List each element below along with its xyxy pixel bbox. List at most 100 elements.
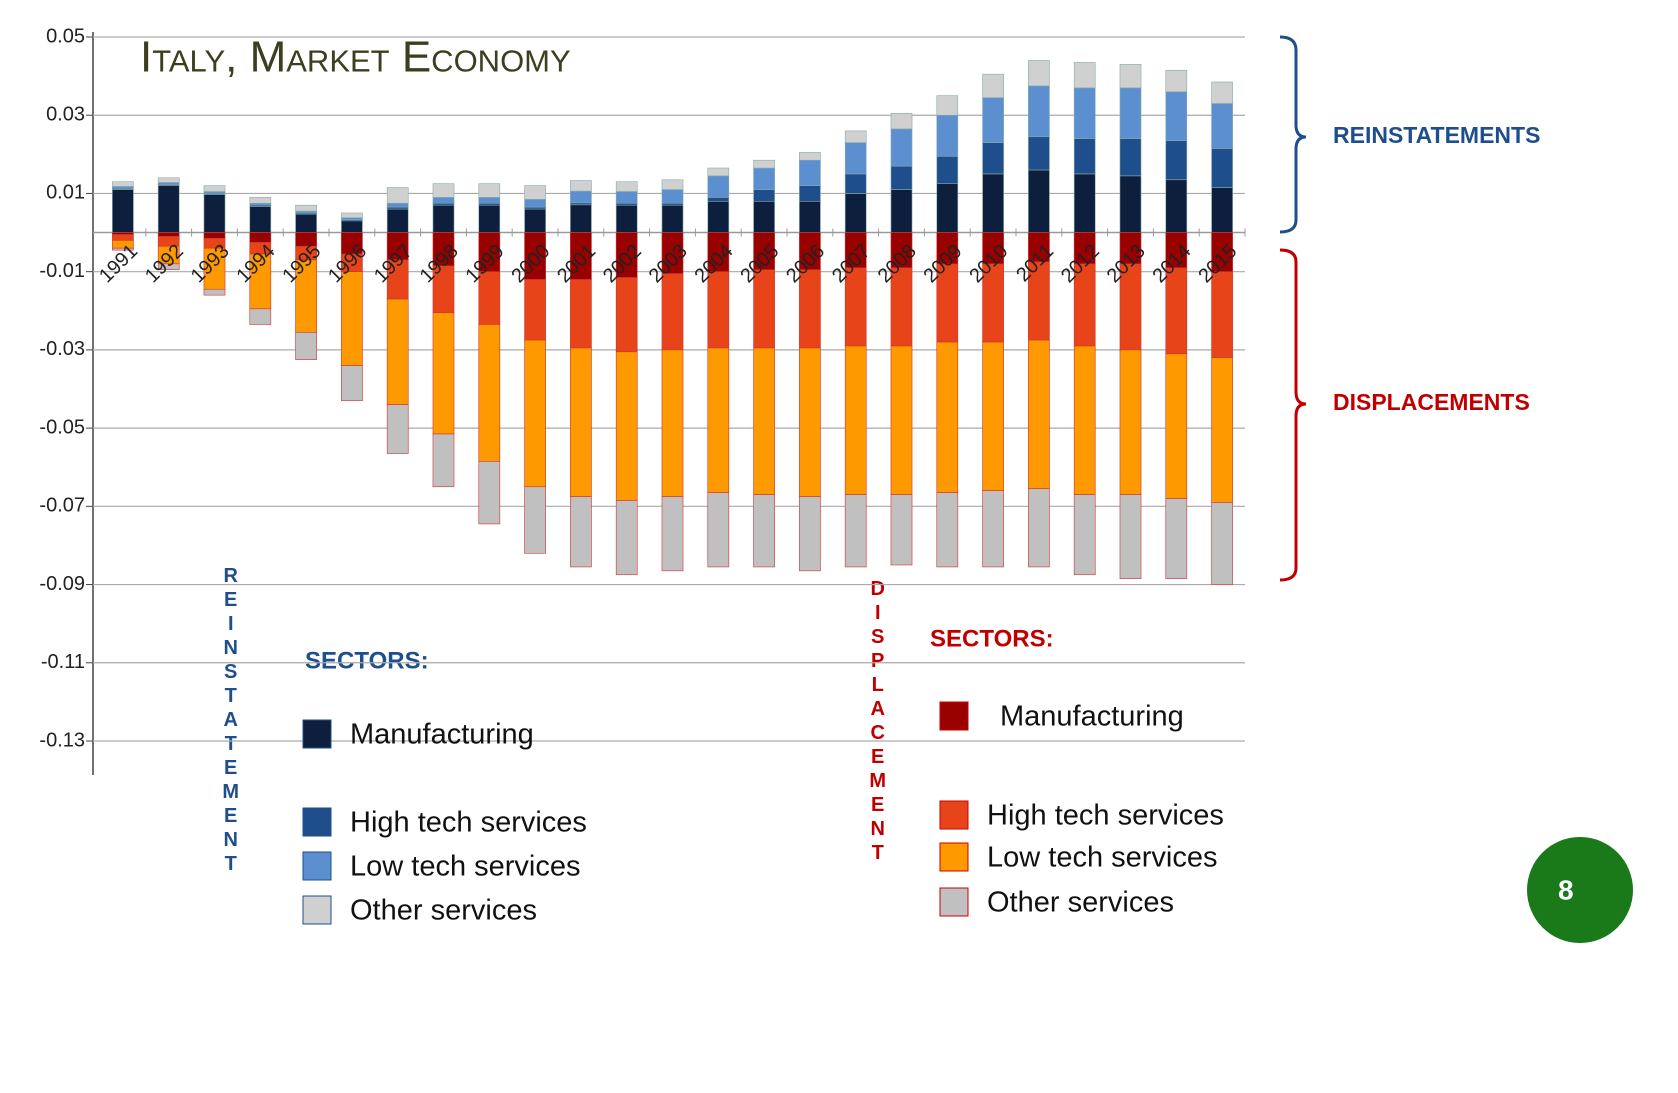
- bar-segment: [1119, 138, 1142, 177]
- bar-segment: [341, 365, 363, 402]
- y-tick-label: -0.03: [39, 338, 85, 360]
- bar-segment: [707, 175, 730, 198]
- bar-segment: [570, 180, 592, 192]
- bar-segment: [478, 204, 501, 233]
- bar-segment: [661, 496, 684, 572]
- bar-segment: [890, 112, 913, 130]
- bar-segment: [661, 349, 684, 497]
- bar-segment: [753, 494, 775, 568]
- bar-segment: [753, 347, 775, 495]
- bar-segment: [615, 500, 638, 576]
- bar-segment: [1211, 187, 1233, 233]
- bar-segment: [295, 213, 317, 233]
- legend-title: SECTORS:: [930, 625, 1054, 652]
- bar-segment: [295, 331, 317, 360]
- bar-segment: [432, 204, 455, 233]
- bar-segment: [707, 271, 730, 349]
- legend-swatch: [939, 800, 969, 830]
- bar-segment: [1211, 271, 1233, 359]
- bar-segment: [112, 247, 134, 251]
- annotation: REINSTATEMENT: [220, 565, 242, 877]
- legend-swatch: [302, 851, 332, 881]
- bar-segment: [1165, 179, 1188, 233]
- bar-segment: [524, 199, 546, 208]
- legend-label: Other services: [350, 895, 537, 927]
- bar-segment: [890, 189, 913, 233]
- bar-segment: [661, 273, 684, 351]
- legend-label: Other services: [987, 887, 1174, 919]
- bar-segment: [478, 324, 501, 462]
- bar-segment: [386, 187, 409, 204]
- bar-segment: [203, 185, 226, 192]
- bar-segment: [1119, 64, 1142, 89]
- bar-segment: [386, 202, 409, 208]
- bar-segment: [615, 191, 638, 204]
- bar-segment: [1119, 494, 1142, 579]
- bar-segment: [707, 200, 730, 233]
- bar-segment: [936, 95, 959, 116]
- y-tick-label: -0.01: [39, 260, 85, 282]
- bar-segment: [799, 496, 821, 572]
- bar-segment: [524, 339, 546, 488]
- bar-segment: [1165, 69, 1188, 93]
- page-number: 8: [1558, 874, 1574, 905]
- bar-segment: [707, 347, 730, 493]
- bar-segment: [982, 97, 1004, 143]
- legend-label: High tech services: [350, 807, 587, 839]
- bar-segment: [615, 204, 638, 233]
- bar-segment: [1028, 85, 1050, 138]
- x-tick-label: 1992: [141, 240, 188, 287]
- bar-segment: [799, 347, 821, 497]
- brace-reinstatements: [1279, 35, 1307, 234]
- bar-segment: [1119, 349, 1142, 495]
- bar-segment: [1165, 140, 1188, 181]
- legend-swatch: [302, 807, 332, 837]
- x-tick-label: 1991: [95, 240, 142, 287]
- legend-swatch: [302, 895, 332, 925]
- bar-segment: [112, 181, 134, 187]
- bar-segment: [249, 206, 272, 233]
- y-tick-label: -0.09: [39, 573, 85, 595]
- legend-label: Manufacturing: [1000, 701, 1184, 733]
- bar-segment: [615, 351, 638, 501]
- bar-segment: [1119, 87, 1142, 139]
- bar-segment: [524, 185, 546, 200]
- bar-segment: [615, 277, 638, 353]
- bar-segment: [432, 433, 455, 488]
- bar-segment: [1165, 353, 1188, 499]
- bar-segment: [249, 197, 272, 204]
- bar-segment: [844, 193, 867, 233]
- chart-title: Italy, Market Economy: [140, 33, 571, 82]
- bar-segment: [1073, 62, 1096, 89]
- bar-segment: [249, 308, 272, 325]
- bar-segment: [982, 173, 1004, 233]
- bar-segment: [432, 183, 455, 198]
- bar-segment: [1028, 136, 1050, 171]
- bar-segment: [1211, 357, 1233, 503]
- legend-label: High tech services: [987, 800, 1224, 832]
- bar-segment: [799, 152, 821, 161]
- bar-segment: [936, 114, 959, 157]
- bar-segment: [1073, 87, 1096, 139]
- bar-segment: [1211, 103, 1233, 149]
- bar-segment: [753, 200, 775, 233]
- page-badge: [1527, 837, 1633, 943]
- legend-label: Low tech services: [350, 851, 581, 883]
- y-tick-label: -0.11: [41, 651, 85, 673]
- annotation: REINSTATEMENTS: [1333, 122, 1540, 148]
- bar-segment: [157, 263, 180, 271]
- bar-segment: [1028, 488, 1050, 568]
- y-tick-label: 0.01: [46, 182, 85, 204]
- bar-segment: [936, 492, 959, 568]
- bar-segment: [341, 220, 363, 233]
- bar-segment: [1073, 345, 1096, 495]
- bar-segment: [295, 204, 317, 212]
- bar-segment: [661, 179, 684, 190]
- bar-segment: [570, 279, 592, 349]
- bar-segment: [432, 197, 455, 204]
- bar-segment: [157, 232, 180, 237]
- y-tick-label: -0.07: [39, 495, 85, 517]
- bar-segment: [157, 177, 180, 183]
- bar-segment: [982, 341, 1004, 491]
